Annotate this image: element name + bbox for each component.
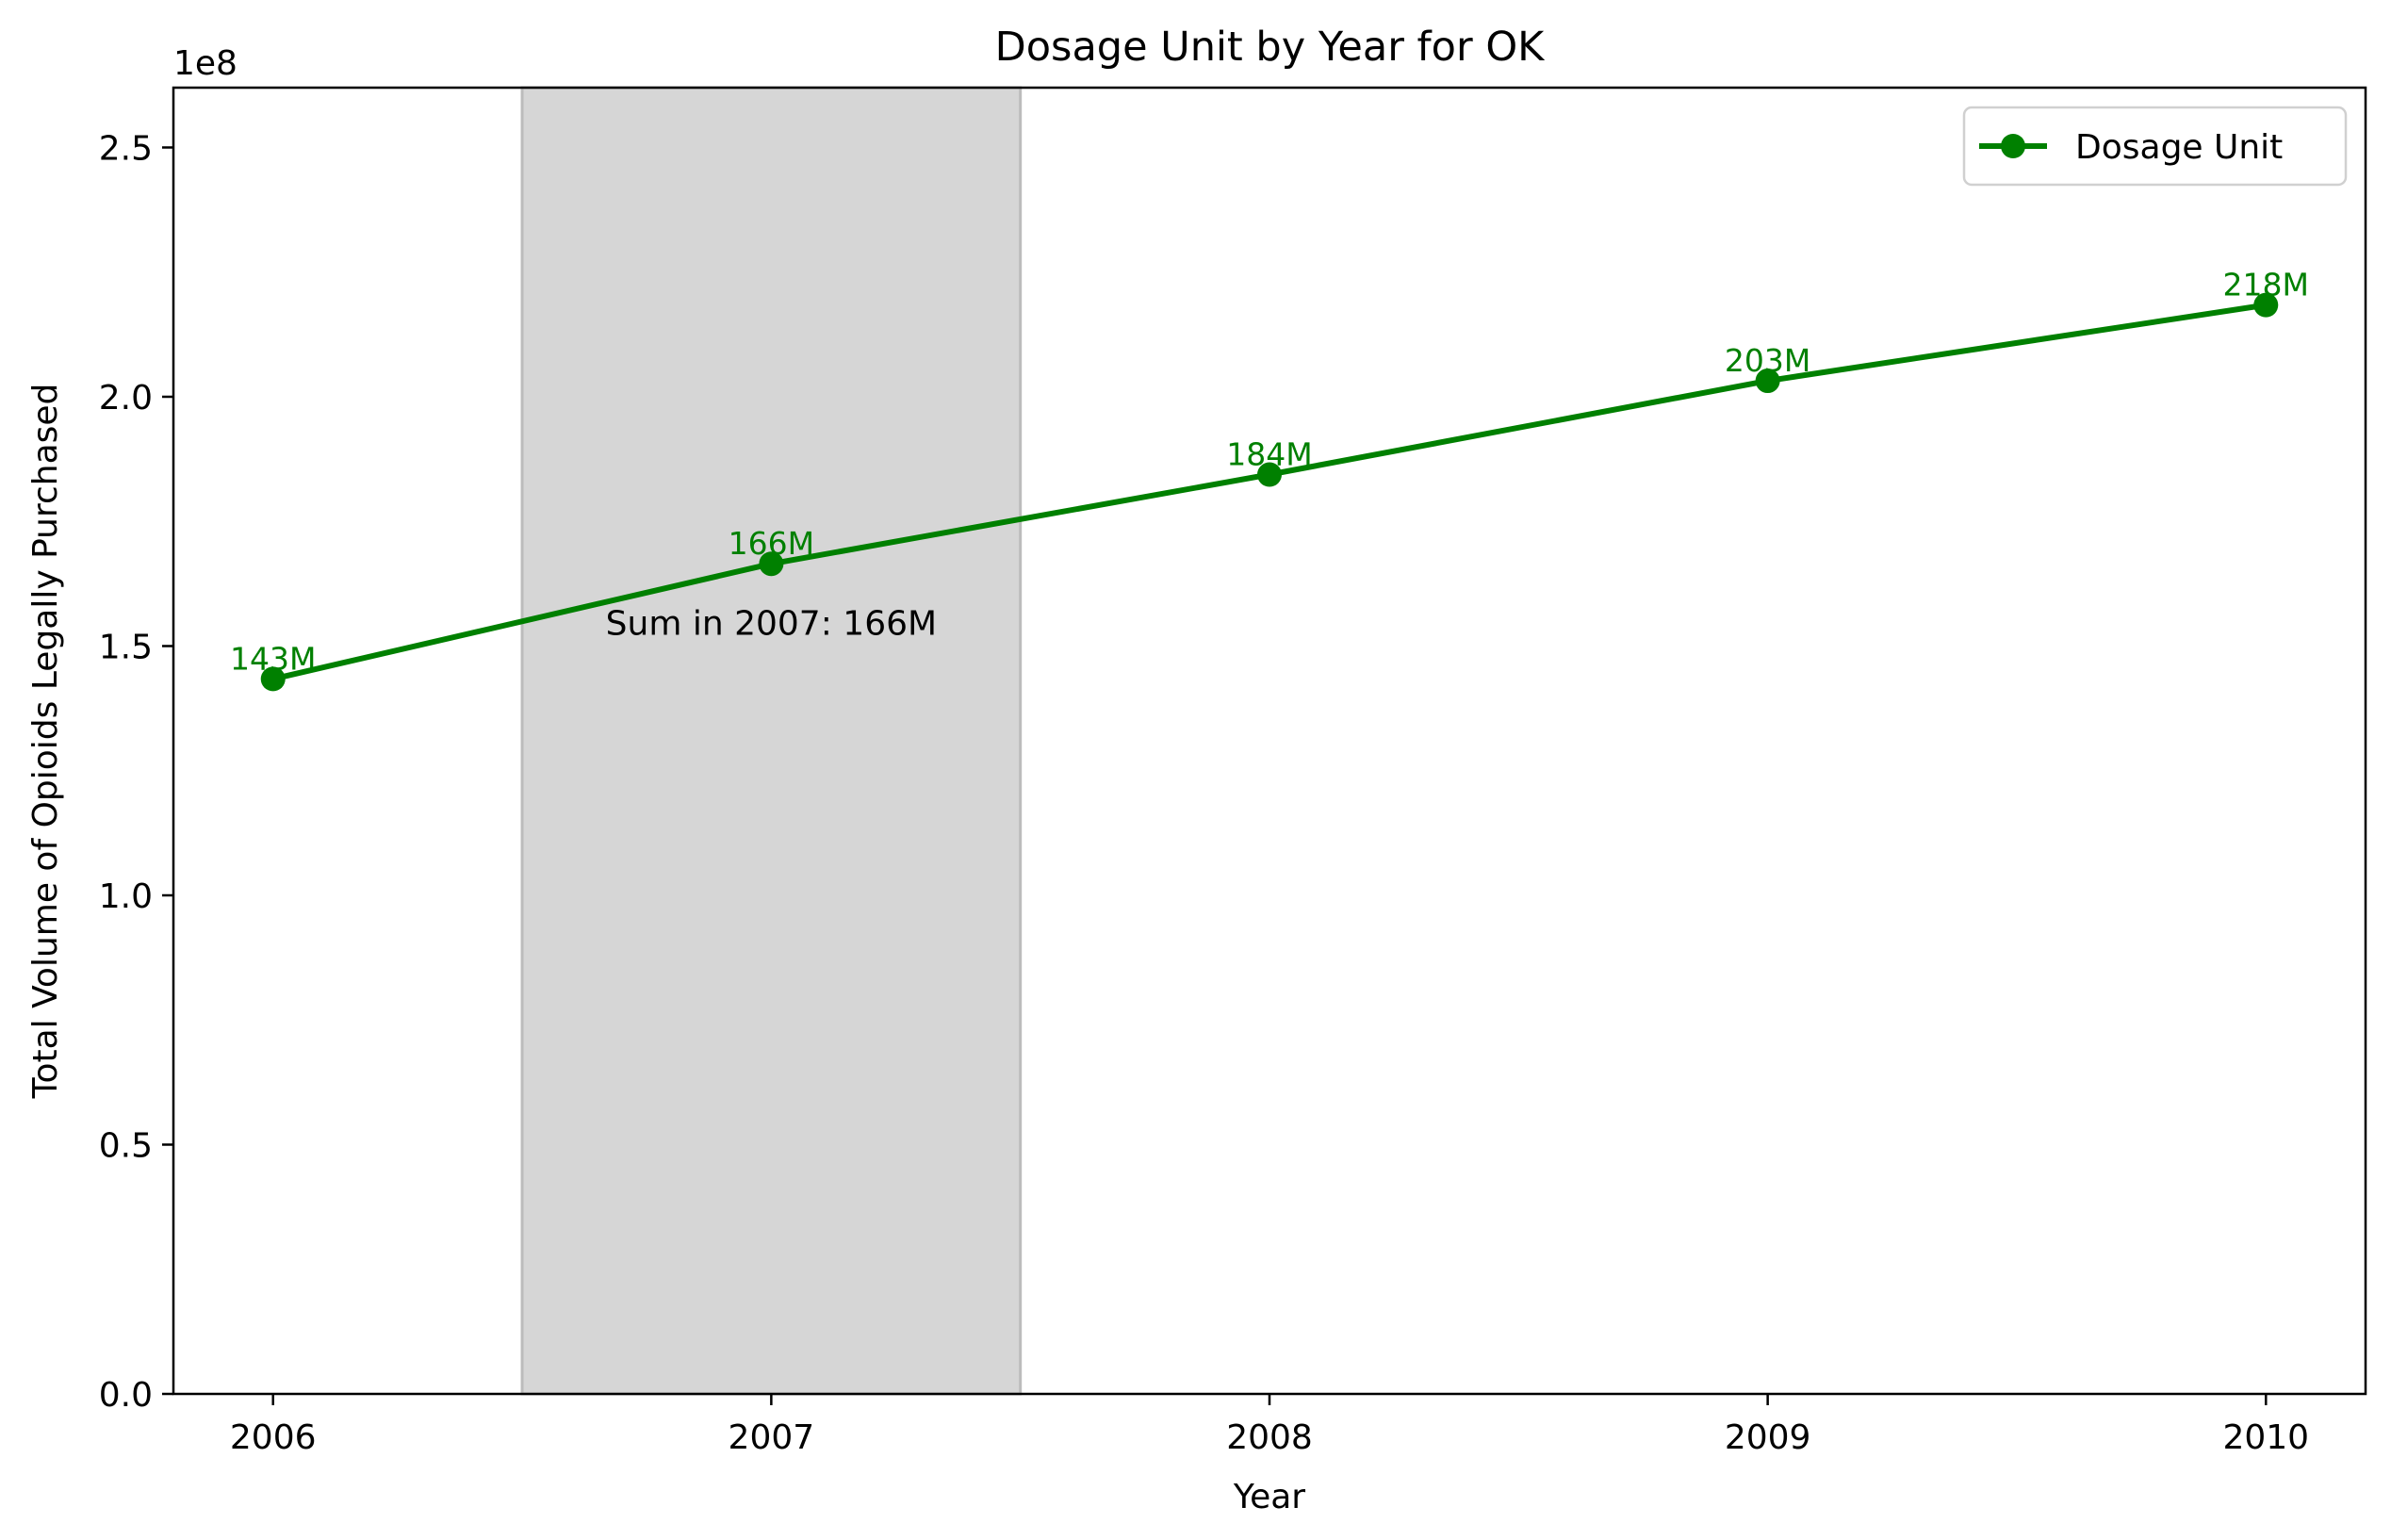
x-axis-label: Year xyxy=(1233,1478,1305,1516)
legend-label: Dosage Unit xyxy=(2075,128,2283,167)
legend-box xyxy=(1962,106,2348,187)
data-label: 166M xyxy=(729,525,814,562)
plot-frame xyxy=(172,86,2367,1396)
highlight-band xyxy=(520,86,1023,1396)
x-tick-label: 2006 xyxy=(230,1418,317,1457)
x-tick-label: 2007 xyxy=(729,1418,815,1457)
data-label: 203M xyxy=(1725,342,1810,379)
y-axis-label: Total Volume of Opioids Legally Purchase… xyxy=(26,384,65,1100)
data-point xyxy=(1755,369,1780,394)
y-offset-label: 1e8 xyxy=(173,44,237,83)
data-label: 184M xyxy=(1226,436,1312,473)
data-label: 143M xyxy=(230,640,316,677)
chart-title: Dosage Unit by Year for OK xyxy=(995,24,1547,71)
y-tick-label: 2.0 xyxy=(99,379,153,418)
x-tick-label: 2009 xyxy=(1725,1418,1811,1457)
highlight-annotation: Sum in 2007: 166M xyxy=(606,604,937,643)
y-tick-label: 0.0 xyxy=(99,1376,153,1415)
y-tick-label: 2.5 xyxy=(99,129,153,168)
y-tick-label: 1.5 xyxy=(99,628,153,666)
legend-marker xyxy=(2001,134,2025,158)
x-tick-label: 2008 xyxy=(1226,1418,1313,1457)
y-tick-label: 0.5 xyxy=(99,1126,153,1165)
data-point xyxy=(759,551,784,577)
x-tick-label: 2010 xyxy=(2222,1418,2309,1457)
data-label: 218M xyxy=(2223,267,2309,303)
y-tick-label: 1.0 xyxy=(99,877,153,916)
data-point xyxy=(2253,292,2279,318)
data-point xyxy=(260,666,286,692)
data-point xyxy=(1257,462,1282,487)
